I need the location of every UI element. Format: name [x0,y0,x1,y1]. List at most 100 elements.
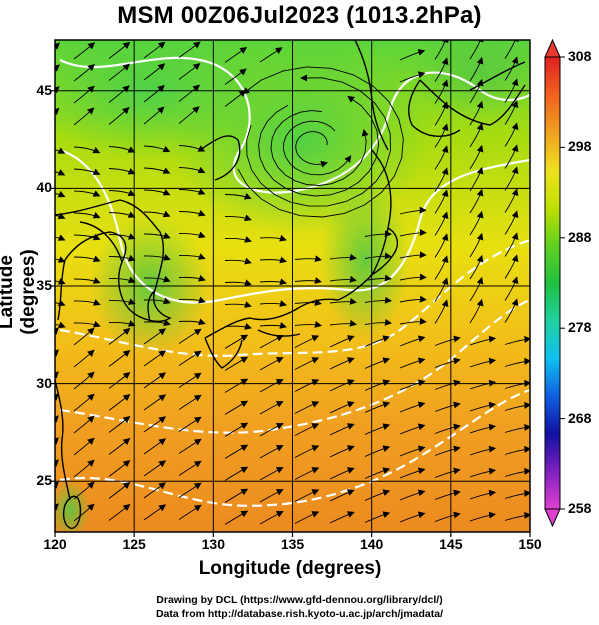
y-tick-label: 40 [36,179,52,196]
streamline [73,459,95,478]
streamline [294,401,320,414]
streamline [469,254,484,280]
streamline [434,40,449,60]
x-tick-label: 140 [359,536,384,552]
streamline [434,233,449,258]
streamline [73,320,101,328]
streamline [469,188,484,214]
streamline [178,253,206,260]
streamline [73,503,95,522]
streamline [504,357,530,367]
streamline [329,489,355,502]
streamline [270,110,369,186]
streamline [108,327,131,345]
streamline [329,253,357,261]
streamline [55,107,60,116]
streamline [259,47,283,63]
y-tick-label: 45 [36,81,52,98]
streamline [108,276,136,284]
streamline [178,231,206,239]
streamline [55,321,66,329]
streamline [434,445,461,456]
streamline [178,63,201,80]
colorbar [544,38,565,528]
streamline [294,255,322,263]
streamline [504,144,519,169]
streamline [364,401,391,413]
streamline [259,445,284,459]
streamline [73,85,95,104]
colorbar-scale [544,56,561,510]
streamline [469,379,497,390]
streamline [469,100,484,126]
streamline [364,252,392,260]
x-tick-label: 145 [439,536,463,552]
streamline [108,503,131,521]
streamline [143,189,171,196]
streamline [258,95,380,197]
streamline [108,85,130,103]
streamline [143,350,167,367]
streamline [294,511,320,524]
x-tick-label: 120 [43,536,67,552]
x-tick-label: 130 [201,536,225,552]
streamline [434,357,461,368]
streamline [364,445,391,457]
streamline [469,210,484,236]
streamline [259,322,287,329]
streamline [73,327,95,346]
streamline [224,422,249,437]
streamline [399,229,427,237]
streamline [434,489,461,500]
streamline [294,299,322,306]
streamline [178,350,202,366]
streamline [504,298,519,323]
streamline [224,378,249,393]
streamline [259,423,284,437]
streamline [178,106,200,124]
streamline [399,489,426,501]
streamline [294,489,320,502]
streamline [294,277,322,284]
streamline [143,145,171,153]
streamline [504,232,519,257]
streamline [504,445,530,455]
streamline [178,188,206,195]
streamline [108,298,136,305]
streamline [143,438,167,455]
streamline [224,68,247,85]
streamline [259,511,284,525]
streamline [55,349,59,357]
streamline [504,379,530,389]
streamline [73,233,101,241]
streamline [55,190,66,198]
streamline [434,401,461,412]
streamline [143,416,167,433]
streamline [469,467,497,478]
streamline [399,251,427,259]
streamline [224,356,249,371]
streamline [224,488,249,503]
streamline [469,445,497,456]
streamline [329,297,357,305]
streamline [469,357,497,368]
streamline [504,56,519,81]
streamline [143,297,171,305]
streamline [224,214,252,221]
streamline [434,277,449,302]
streamline [108,254,136,262]
streamline [108,63,131,81]
streamline [259,379,284,393]
streamline [469,56,484,82]
streamline [259,489,284,503]
streamline [469,122,484,148]
streamline [329,319,357,327]
streamline [73,481,95,500]
streamline [73,190,101,197]
streamline [295,131,328,168]
streamline [259,467,284,481]
streamline [434,299,449,324]
streamline [73,168,101,175]
streamline [178,372,202,388]
